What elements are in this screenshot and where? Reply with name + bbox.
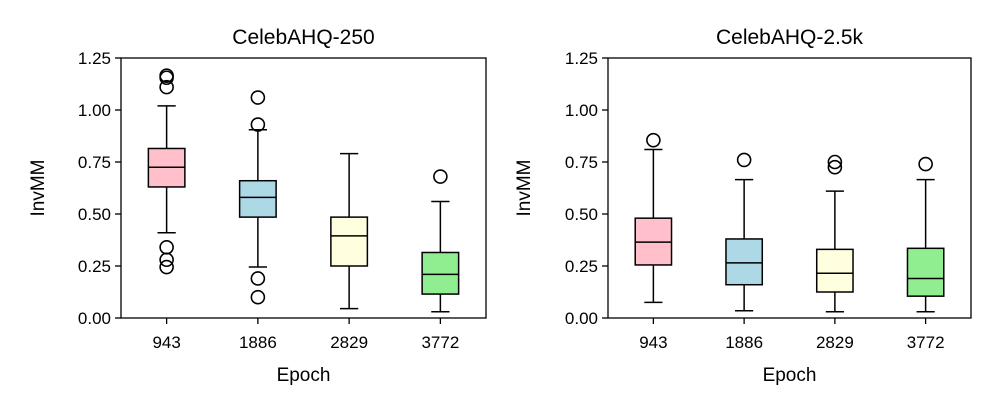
x-tick-label: 943	[639, 333, 667, 352]
chart-panel-1: CelebAHQ-250 0.00 0.25 0.50 0.75 1.00 1.25 943 1…	[28, 26, 487, 386]
box-1886	[238, 90, 277, 305]
box-iqr	[725, 238, 764, 286]
x-axis-label: Epoch	[763, 365, 817, 386]
box-iqr	[238, 179, 277, 218]
chart-panel-2: CelebAHQ-2.5k 0.00 0.25 0.50 0.75 1.00 1.25 943…	[514, 26, 972, 386]
outlier-point	[159, 252, 174, 268]
box-3772	[906, 156, 945, 313]
outlier-point	[159, 70, 174, 86]
chart-title: CelebAHQ-2.5k	[716, 26, 864, 49]
box-2829	[330, 152, 369, 310]
box-iqr	[815, 248, 854, 293]
x-tick-label: 1886	[725, 333, 763, 352]
outlier-point	[159, 259, 174, 275]
outlier-point	[250, 117, 266, 132]
y-tick-label: 0.50	[78, 205, 111, 224]
x-tick-label: 3772	[421, 333, 459, 352]
y-tick-label: 1.00	[565, 101, 598, 120]
y-tick-label: 1.25	[565, 49, 598, 68]
y-tick-label: 0.00	[78, 309, 111, 328]
outlier-point	[250, 271, 266, 286]
y-axis-label: InvMM	[28, 160, 49, 217]
y-tick-label: 0.75	[78, 153, 111, 172]
box-943	[147, 68, 186, 275]
x-tick-label: 3772	[907, 333, 945, 352]
y-axis-label: InvMM	[514, 160, 535, 217]
outlier-point	[159, 79, 174, 95]
box-3772	[421, 169, 460, 313]
y-tick-label: 0.50	[565, 205, 598, 224]
outlier-point	[159, 239, 174, 255]
x-tick-label: 2829	[330, 333, 368, 352]
box-iqr	[906, 247, 945, 297]
outlier-point	[918, 156, 933, 172]
y-tick-label: 0.75	[565, 153, 598, 172]
outlier-point	[433, 169, 448, 184]
x-tick-label: 1886	[239, 333, 277, 352]
x-tick-label: 943	[152, 333, 180, 352]
plot-frame	[607, 57, 972, 319]
outlier-point	[250, 289, 266, 305]
x-axis-label: Epoch	[277, 365, 331, 386]
y-tick-label: 1.00	[78, 101, 111, 120]
y-tick-label: 0.25	[78, 257, 111, 276]
outlier-point	[736, 152, 752, 168]
y-tick-label: 0.00	[565, 309, 598, 328]
box-2829	[815, 154, 854, 313]
outlier-point	[827, 154, 843, 170]
box-iqr	[421, 251, 460, 295]
plot-frame	[120, 57, 487, 319]
x-tick-label: 2829	[816, 333, 854, 352]
outlier-point	[827, 159, 843, 175]
outlier-point	[646, 132, 661, 148]
box-iqr	[330, 216, 369, 267]
y-tick-label: 1.25	[78, 49, 111, 68]
y-tick-label: 0.25	[565, 257, 598, 276]
box-943	[634, 132, 673, 304]
outlier-point	[250, 90, 266, 105]
box-1886	[725, 152, 764, 312]
chart-title: CelebAHQ-250	[232, 26, 374, 49]
